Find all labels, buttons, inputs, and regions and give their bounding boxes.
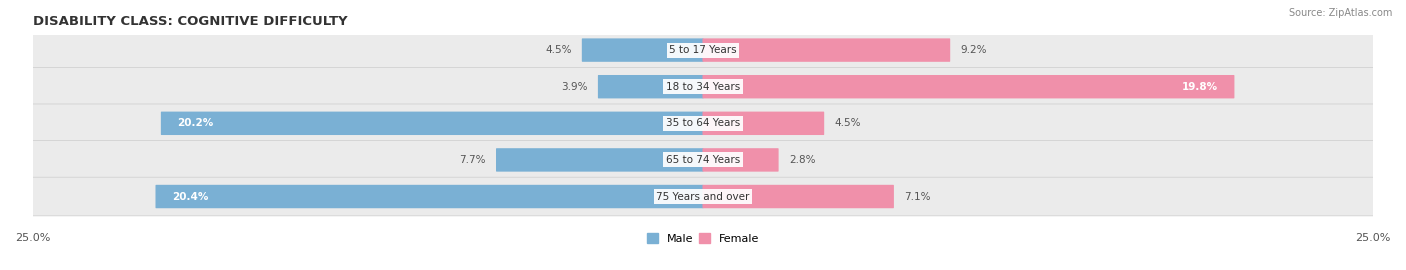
Text: 7.7%: 7.7%	[460, 155, 486, 165]
Text: 5 to 17 Years: 5 to 17 Years	[669, 45, 737, 55]
FancyBboxPatch shape	[32, 68, 1374, 106]
Text: 75 Years and over: 75 Years and over	[657, 191, 749, 201]
Text: 4.5%: 4.5%	[834, 118, 860, 128]
FancyBboxPatch shape	[703, 75, 1234, 99]
FancyBboxPatch shape	[160, 112, 703, 135]
Text: 7.1%: 7.1%	[904, 191, 931, 201]
Text: 19.8%: 19.8%	[1181, 82, 1218, 92]
FancyBboxPatch shape	[703, 38, 950, 62]
Text: 20.2%: 20.2%	[177, 118, 214, 128]
FancyBboxPatch shape	[703, 185, 894, 208]
Text: 65 to 74 Years: 65 to 74 Years	[666, 155, 740, 165]
Legend: Male, Female: Male, Female	[643, 228, 763, 248]
FancyBboxPatch shape	[32, 177, 1374, 216]
FancyBboxPatch shape	[703, 148, 779, 172]
FancyBboxPatch shape	[32, 141, 1374, 179]
FancyBboxPatch shape	[496, 148, 703, 172]
Text: 20.4%: 20.4%	[172, 191, 208, 201]
Text: 35 to 64 Years: 35 to 64 Years	[666, 118, 740, 128]
Text: 2.8%: 2.8%	[789, 155, 815, 165]
Text: 4.5%: 4.5%	[546, 45, 572, 55]
FancyBboxPatch shape	[582, 38, 703, 62]
Text: 9.2%: 9.2%	[960, 45, 987, 55]
Text: Source: ZipAtlas.com: Source: ZipAtlas.com	[1288, 8, 1392, 18]
Text: 18 to 34 Years: 18 to 34 Years	[666, 82, 740, 92]
Text: 3.9%: 3.9%	[561, 82, 588, 92]
FancyBboxPatch shape	[598, 75, 703, 99]
FancyBboxPatch shape	[32, 104, 1374, 143]
Text: DISABILITY CLASS: COGNITIVE DIFFICULTY: DISABILITY CLASS: COGNITIVE DIFFICULTY	[32, 15, 347, 28]
FancyBboxPatch shape	[703, 112, 824, 135]
FancyBboxPatch shape	[156, 185, 703, 208]
FancyBboxPatch shape	[32, 31, 1374, 69]
